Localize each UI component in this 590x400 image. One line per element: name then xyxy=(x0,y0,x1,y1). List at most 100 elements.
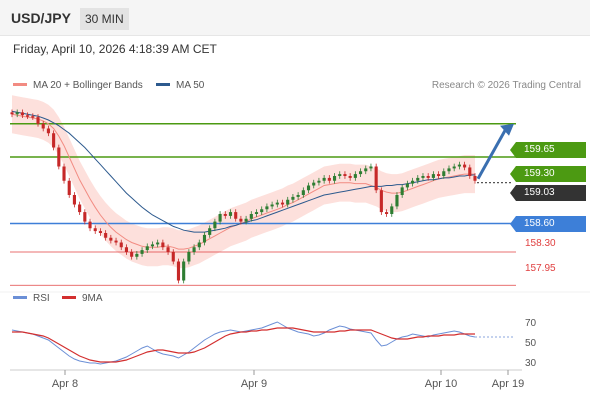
symbol-title: USD/JPY xyxy=(11,10,71,26)
candle-body xyxy=(249,214,253,219)
rsi-ma-line xyxy=(12,327,475,363)
candle-body xyxy=(296,195,300,197)
candle-body xyxy=(416,177,420,181)
candle-body xyxy=(135,253,139,257)
candle-body xyxy=(150,244,155,247)
rsi-ma-swatch xyxy=(62,295,76,299)
candle-body xyxy=(109,237,113,241)
candle-body xyxy=(275,202,279,205)
candle-body xyxy=(182,261,186,281)
candle-body xyxy=(41,123,45,129)
x-tick-label: Apr 19 xyxy=(492,378,524,390)
candle-body xyxy=(140,250,144,254)
level-badge-159-65-text: 159.65 xyxy=(524,144,555,155)
candle-body xyxy=(228,212,233,216)
legend-rsi-ma-label: 9MA xyxy=(82,293,103,304)
candle-body xyxy=(348,176,352,178)
candle-body xyxy=(130,252,134,257)
candle-body xyxy=(62,166,66,181)
candle-body xyxy=(301,190,305,195)
ma50-swatch xyxy=(156,82,170,86)
candle-body xyxy=(244,218,248,222)
rsi-swatch xyxy=(13,295,27,299)
candle-body xyxy=(187,252,191,262)
candle-body xyxy=(457,164,461,167)
candle-body xyxy=(176,261,181,281)
candle-body xyxy=(156,242,160,245)
bollinger-band xyxy=(12,95,475,269)
candle-body xyxy=(327,177,331,181)
candle-body xyxy=(98,231,102,233)
level-badge-159-03-text: 159.03 xyxy=(524,187,555,198)
candle-body xyxy=(286,199,290,205)
candle-body xyxy=(374,166,378,191)
x-tick-label: Apr 9 xyxy=(241,378,267,390)
legend-rsi-ma: 9MA xyxy=(62,293,103,304)
candle-body xyxy=(239,218,243,222)
candle-body xyxy=(208,228,212,235)
candle-body xyxy=(306,185,311,191)
candle-body xyxy=(312,182,316,186)
legend-ma50-label: MA 50 xyxy=(176,80,205,91)
candle-body xyxy=(411,180,415,184)
rsi-tick-50: 50 xyxy=(525,338,537,349)
candle-body xyxy=(473,176,477,181)
projection-arrow-shaft xyxy=(476,128,508,180)
candle-body xyxy=(395,195,399,207)
rsi-tick-70: 70 xyxy=(525,318,537,329)
chart-header: USD/JPY 30 MIN xyxy=(0,0,590,36)
candle-body xyxy=(437,174,441,176)
legend-ma20: MA 20 + Bollinger Bands xyxy=(13,80,143,91)
candle-body xyxy=(421,176,425,178)
candle-body xyxy=(202,234,207,243)
candle-body xyxy=(218,214,222,222)
candle-body xyxy=(426,176,430,178)
candle-body xyxy=(119,242,123,248)
level-badge-159-30: 159.30 xyxy=(510,166,586,182)
level-label-158-30: 158.30 xyxy=(525,238,556,249)
timeframe-badge[interactable]: 30 MIN xyxy=(80,8,129,30)
candle-body xyxy=(400,187,404,195)
ma50-line xyxy=(11,110,475,233)
legend-rsi: RSI xyxy=(13,293,50,304)
candle-body xyxy=(447,168,451,172)
level-label-157-95: 157.95 xyxy=(525,263,556,274)
candle-body xyxy=(270,204,274,207)
candle-body xyxy=(192,247,196,252)
candle-body xyxy=(379,190,383,213)
candle-body xyxy=(291,196,295,200)
candle-body xyxy=(10,112,14,115)
rsi-tick-30: 30 xyxy=(525,358,537,369)
candle-body xyxy=(431,174,435,178)
legend-ma20-label: MA 20 + Bollinger Bands xyxy=(33,80,143,91)
candle-body xyxy=(322,177,326,181)
candle-body xyxy=(234,212,238,219)
candle-body xyxy=(46,128,50,134)
level-badge-159-65: 159.65 xyxy=(510,142,586,158)
candle-body xyxy=(265,206,269,210)
candle-body xyxy=(223,214,227,216)
candle-body xyxy=(124,247,129,252)
ma20-swatch xyxy=(13,82,27,86)
x-tick-label: Apr 8 xyxy=(52,378,78,390)
candle-body xyxy=(213,221,217,229)
candle-body xyxy=(114,240,118,243)
copyright-label: Research © 2026 Trading Central xyxy=(431,80,581,91)
candle-body xyxy=(20,112,24,116)
candle-body xyxy=(26,115,30,117)
candle-body xyxy=(88,221,92,229)
candle-body xyxy=(197,242,201,248)
level-badge-158-60: 158.60 xyxy=(510,216,586,232)
legend-ma50: MA 50 xyxy=(156,80,204,91)
candle-body xyxy=(353,174,357,178)
candle-body xyxy=(145,246,149,251)
candle-body xyxy=(390,206,394,214)
legend-rsi-label: RSI xyxy=(33,293,50,304)
candle-body xyxy=(15,112,19,115)
candle-body xyxy=(317,180,321,183)
candle-body xyxy=(104,233,108,238)
projection-arrow-head xyxy=(500,123,514,136)
level-badge-158-60-text: 158.60 xyxy=(524,218,555,229)
